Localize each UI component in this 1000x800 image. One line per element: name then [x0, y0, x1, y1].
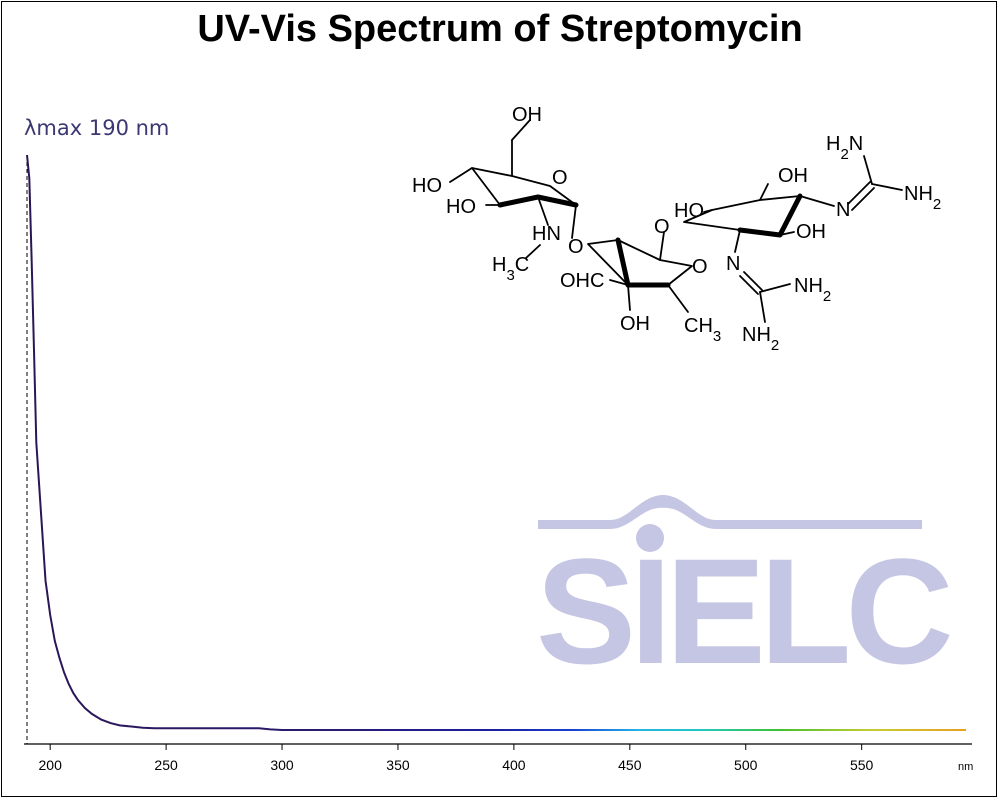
x-axis: 200 250 300 350 400 450 500 550 nm: [24, 743, 973, 773]
atom-label: HO: [446, 196, 476, 218]
bond: [759, 283, 791, 293]
atom-label: OHC: [560, 270, 604, 292]
atom-label: HO: [674, 200, 704, 222]
watermark-dot: [636, 524, 664, 552]
bond: [743, 271, 763, 291]
bond: [609, 279, 629, 286]
x-tick-label: 300: [270, 757, 294, 773]
bond: [511, 119, 531, 141]
x-tick-label: 500: [734, 757, 758, 773]
atom-label: O: [568, 236, 584, 258]
bond: [659, 231, 665, 261]
atom-label: N: [726, 253, 740, 275]
bond: [525, 244, 541, 259]
atom-label: CH3: [684, 315, 721, 345]
atom-label: O: [692, 256, 708, 278]
atom-label: NH2: [904, 183, 941, 213]
bond: [571, 204, 577, 239]
bond: [627, 284, 631, 311]
sielc-watermark: SIELC: [536, 495, 956, 695]
x-ticks: 200 250 300 350 400 450 500 550: [39, 744, 874, 773]
atom-label: OH: [512, 104, 542, 126]
atom-label: NH2: [794, 275, 831, 305]
x-tick-label: 350: [386, 757, 410, 773]
x-tick-label: 250: [154, 757, 178, 773]
x-unit-label: nm: [958, 761, 973, 773]
atom-label: O: [654, 216, 670, 238]
lambda-max-annotation: λmax 190 nm: [24, 116, 170, 140]
atom-label: OH: [778, 165, 808, 187]
bond: [851, 187, 875, 211]
bond: [449, 167, 473, 183]
atom-label: HO: [412, 175, 442, 197]
atom-label: NH2: [742, 324, 779, 354]
chemical-labels: OH HO HO HN H3C O O O OHC OH O CH3 HO OH…: [412, 104, 941, 354]
bond: [779, 231, 795, 236]
bond: [739, 275, 759, 295]
watermark-arc: [538, 495, 922, 529]
bond: [759, 291, 766, 323]
bond: [847, 181, 871, 205]
chemical-structure: [449, 119, 903, 323]
atom-label: O: [552, 167, 568, 189]
bond: [871, 183, 903, 191]
atom-label: H2N: [826, 133, 863, 163]
middle-ring-wedge: [615, 237, 671, 288]
x-tick-label: 550: [850, 757, 874, 773]
bond: [759, 183, 769, 201]
bond: [734, 229, 741, 253]
bond: [799, 195, 835, 207]
atom-label: H3C: [492, 254, 529, 284]
watermark-text: SIELC: [536, 527, 950, 695]
spectrum-line: [26, 154, 966, 731]
atom-label: HN: [532, 223, 561, 245]
atom-label: OH: [620, 313, 650, 335]
chart-title: UV-Vis Spectrum of Streptomycin: [197, 8, 803, 50]
atom-label: N: [836, 199, 850, 221]
bond: [667, 284, 689, 313]
x-tick-label: 400: [502, 757, 526, 773]
bond: [863, 155, 873, 185]
atom-label: OH: [796, 221, 826, 243]
bond: [703, 209, 713, 213]
x-tick-label: 450: [618, 757, 642, 773]
bond: [537, 196, 549, 226]
x-tick-label: 200: [39, 757, 63, 773]
